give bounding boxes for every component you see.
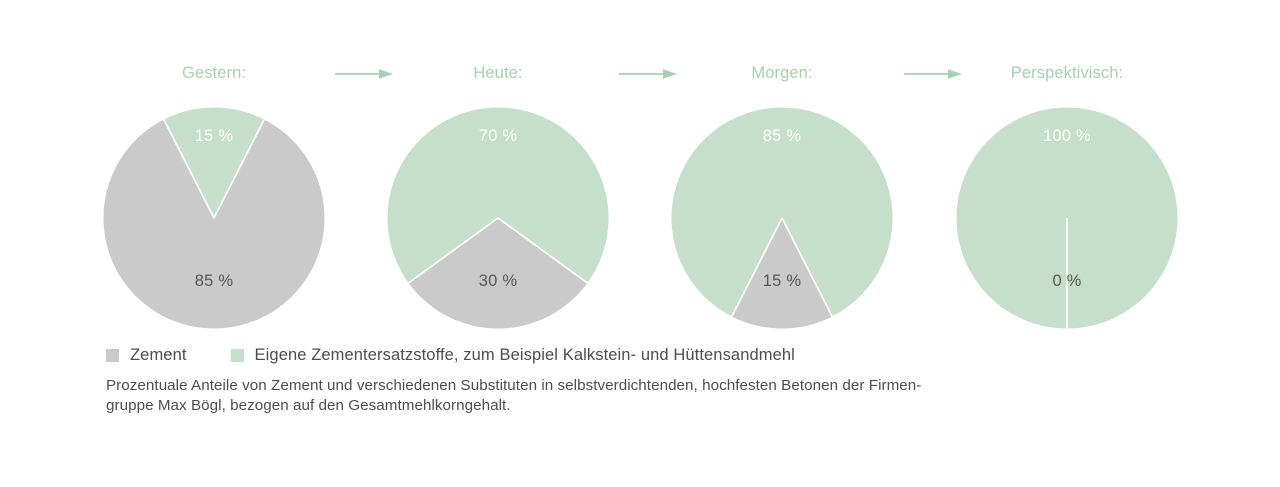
- caption-line-1: Prozentuale Anteile von Zement und versc…: [106, 377, 922, 394]
- pie-slices: [671, 107, 893, 329]
- legend-label-substitutes: Eigene Zementersatzstoffe, zum Beispiel …: [254, 346, 795, 364]
- arrow-right-icon: [619, 67, 677, 81]
- caption-line-2: gruppe Max Bögl, bezogen auf den Gesamtm…: [106, 396, 511, 414]
- stage-label-row: Gestern: Heute: Morgen: Perspektivisch:: [103, 62, 1178, 92]
- pie-morgen-gray-value: 15 %: [762, 272, 802, 290]
- pie-heute-gray-value: 30 %: [478, 272, 518, 290]
- pie-morgen-svg: [671, 107, 893, 329]
- legend-item-cement: Zement: [106, 345, 187, 365]
- pie-chart-group: 15 % 85 % 70 % 30 % 85 % 15 % 100 % 0 %: [103, 107, 1178, 329]
- legend: Zement Eigene Zementersatzstoffe, zum Be…: [106, 344, 795, 366]
- arrow-right-icon: [904, 67, 962, 81]
- pie-perspektivisch-gray-value: 0 %: [1052, 272, 1082, 290]
- pie-gestern-svg: [103, 107, 325, 329]
- pie-slices: [956, 107, 1178, 329]
- pie-slices: [103, 107, 325, 329]
- stage-label-heute: Heute:: [473, 64, 523, 82]
- stage-label-gestern: Gestern:: [181, 64, 247, 82]
- pie-gestern-green-value: 15 %: [194, 127, 234, 145]
- pie-chart-morgen: 85 % 15 %: [671, 107, 893, 329]
- pie-perspektivisch-svg: [956, 107, 1178, 329]
- pie-gestern-gray-value: 85 %: [194, 272, 234, 290]
- pie-heute-green-value: 70 %: [478, 127, 518, 145]
- arrow-right-icon: [335, 67, 393, 81]
- legend-label-cement: Zement: [130, 346, 187, 364]
- stage-label-morgen: Morgen:: [751, 64, 813, 82]
- pie-morgen-green-value: 85 %: [762, 127, 802, 145]
- pie-heute-svg: [387, 107, 609, 329]
- pie-chart-gestern: 15 % 85 %: [103, 107, 325, 329]
- legend-swatch-substitutes: [230, 348, 244, 362]
- pie-chart-perspektivisch: 100 % 0 %: [956, 107, 1178, 329]
- legend-item-substitutes: Eigene Zementersatzstoffe, zum Beispiel …: [230, 345, 795, 365]
- pie-slices: [387, 107, 609, 329]
- legend-swatch-cement: [106, 348, 119, 362]
- figure-caption: Prozentuale Anteile von Zement und versc…: [106, 376, 1168, 415]
- pie-perspektivisch-green-value: 100 %: [1043, 127, 1091, 145]
- stage-label-perspektivisch: Perspektivisch:: [1010, 64, 1124, 82]
- pie-chart-heute: 70 % 30 %: [387, 107, 609, 329]
